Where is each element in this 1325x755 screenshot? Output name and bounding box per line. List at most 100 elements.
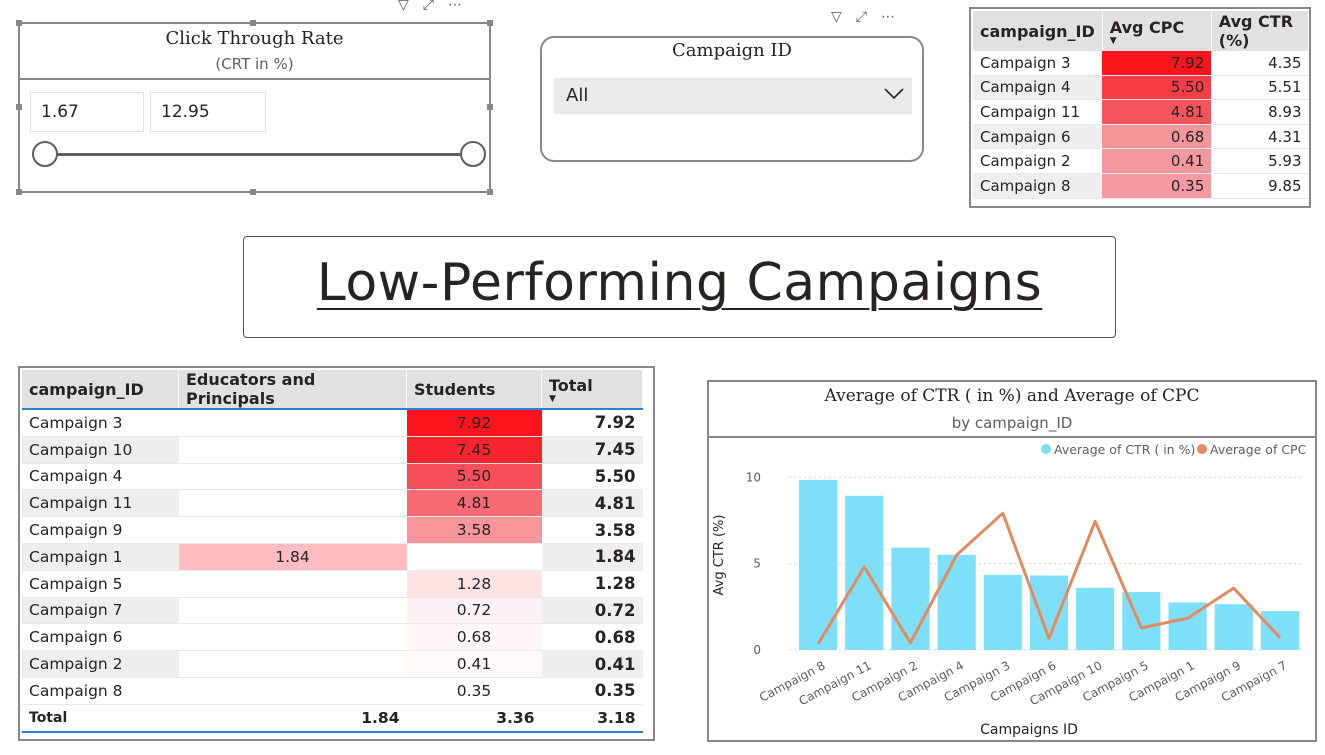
cell-campaign-id: Campaign 9	[22, 516, 179, 544]
filter-icon[interactable]: ▽	[398, 0, 409, 13]
resize-handle[interactable]	[250, 20, 256, 26]
resize-handle[interactable]	[16, 189, 22, 195]
cell-educators	[178, 463, 407, 491]
cell-total: 5.50	[541, 463, 643, 491]
more-options-icon[interactable]: ⋯	[880, 9, 895, 25]
total-label: Total	[22, 703, 179, 733]
campaign-dropdown[interactable]: All	[554, 78, 912, 114]
bar	[1214, 604, 1253, 650]
table-row[interactable]: Campaign 3 7.92 4.35	[973, 51, 1309, 76]
cell-campaign-id: Campaign 2	[22, 650, 179, 678]
column-header-students[interactable]: Students	[406, 370, 542, 410]
cell-avg-cpc: 4.81	[1102, 99, 1212, 125]
cell-avg-ctr: 5.93	[1211, 148, 1309, 174]
table-row[interactable]: Campaign 9 3.58 3.58	[22, 516, 643, 544]
legend-marker	[1041, 444, 1051, 454]
campaign-matrix-table: campaign_ID Educators and Principals Stu…	[18, 366, 655, 741]
cell-educators	[178, 570, 407, 598]
cell-campaign-id: Campaign 4	[22, 463, 179, 491]
focus-mode-icon[interactable]: ⤢	[422, 0, 434, 13]
table-row[interactable]: Campaign 4 5.50 5.50	[22, 463, 643, 491]
cell-educators: 1.84	[178, 543, 407, 571]
column-header-total[interactable]: Total ▼	[541, 370, 643, 410]
resize-handle[interactable]	[16, 104, 22, 110]
cell-educators	[178, 677, 407, 705]
y-tick-label: 10	[746, 470, 761, 484]
cell-students: 0.41	[406, 650, 542, 678]
cell-students: 0.68	[406, 623, 542, 652]
cell-total: 0.41	[541, 650, 643, 678]
cell-campaign-id: Campaign 8	[973, 173, 1103, 199]
slicer-divider	[20, 78, 489, 80]
campaign-cpc-ctr-table: campaign_ID Avg CPC ▼ Avg CTR (%) Campai…	[969, 7, 1311, 208]
cell-campaign-id: Campaign 8	[22, 677, 179, 705]
table-row[interactable]: Campaign 2 0.41 0.41	[22, 650, 643, 678]
table-row[interactable]: Campaign 3 7.92 7.92	[22, 409, 643, 437]
cell-total: 1.84	[541, 543, 643, 571]
table-row[interactable]: Campaign 5 1.28 1.28	[22, 570, 643, 598]
cell-students: 1.28	[406, 570, 542, 598]
table-row[interactable]: Campaign 6 0.68 0.68	[22, 623, 643, 652]
cell-total: 7.45	[541, 436, 643, 464]
slicer-campaign-id[interactable]: Campaign ID All	[540, 36, 924, 162]
resize-handle[interactable]	[250, 189, 256, 195]
table-row[interactable]: Campaign 8 0.35 9.85	[973, 173, 1309, 199]
total-educators: 1.84	[178, 703, 407, 733]
more-options-icon[interactable]: ⋯	[447, 0, 462, 13]
dropdown-selected-value: All	[566, 85, 589, 106]
table-row[interactable]: Campaign 11 4.81 8.93	[973, 99, 1309, 125]
column-header-educators[interactable]: Educators and Principals	[178, 370, 407, 410]
table-row[interactable]: Campaign 8 0.35 0.35	[22, 677, 643, 705]
min-value-input[interactable]: 1.67	[30, 92, 144, 132]
column-header-campaign-id[interactable]: campaign_ID	[973, 11, 1103, 51]
column-header-label: Total	[549, 375, 593, 395]
cell-campaign-id: Campaign 5	[22, 570, 179, 598]
table-row[interactable]: Campaign 2 0.41 5.93	[973, 148, 1309, 174]
slicer-ctr-header-icons: ▽ ⤢ ⋯	[398, 0, 462, 12]
table-row[interactable]: Campaign 10 7.45 7.45	[22, 436, 643, 464]
cell-total: 0.72	[541, 597, 643, 625]
chart-subtitle: by campaign_ID	[951, 414, 1073, 432]
cell-students: 7.45	[406, 436, 542, 464]
cell-campaign-id: Campaign 3	[973, 51, 1103, 76]
cell-students	[406, 543, 542, 571]
chevron-down-icon	[884, 88, 904, 100]
focus-mode-icon[interactable]: ⤢	[855, 9, 867, 25]
cell-avg-cpc: 5.50	[1102, 75, 1212, 101]
cell-avg-cpc: 0.68	[1102, 124, 1212, 150]
slicer-click-through-rate[interactable]: Click Through Rate (CRT in %) 1.67 12.95	[16, 20, 493, 195]
table-row[interactable]: Campaign 7 0.72 0.72	[22, 597, 643, 625]
bar	[1260, 611, 1299, 650]
table-row[interactable]: Campaign 4 5.50 5.51	[973, 75, 1309, 101]
cell-educators	[178, 650, 407, 678]
cell-educators	[178, 436, 407, 464]
resize-handle[interactable]	[487, 104, 493, 110]
cell-campaign-id: Campaign 11	[973, 99, 1103, 125]
slicer-title: Campaign ID	[672, 40, 792, 61]
table-row[interactable]: Campaign 6 0.68 4.31	[973, 124, 1309, 150]
column-header-avg-ctr[interactable]: Avg CTR (%)	[1211, 11, 1310, 51]
cell-students: 7.92	[406, 409, 542, 437]
cell-total: 0.68	[541, 623, 643, 652]
resize-handle[interactable]	[487, 20, 493, 26]
max-value-input[interactable]: 12.95	[150, 92, 266, 132]
grand-total: 3.18	[541, 703, 643, 733]
title-banner: Low-Performing Campaigns	[243, 236, 1116, 338]
bar	[1076, 587, 1115, 650]
table-row[interactable]: Campaign 11 4.81 4.81	[22, 489, 643, 518]
column-header-avg-cpc[interactable]: Avg CPC ▼	[1102, 11, 1212, 51]
cell-avg-ctr: 8.93	[1211, 99, 1309, 125]
resize-handle[interactable]	[16, 20, 22, 26]
table-row[interactable]: Campaign 1 1.84 1.84	[22, 543, 643, 571]
filter-icon[interactable]: ▽	[831, 9, 842, 25]
range-slider-min-handle[interactable]	[32, 141, 58, 167]
resize-handle[interactable]	[487, 189, 493, 195]
cell-total: 4.81	[541, 489, 643, 518]
page-title: Low-Performing Campaigns	[316, 253, 1043, 313]
cell-campaign-id: Campaign 7	[22, 597, 179, 625]
range-slider-max-handle[interactable]	[460, 141, 486, 167]
range-slider-track[interactable]	[44, 153, 472, 156]
column-header-campaign-id[interactable]: campaign_ID	[22, 370, 179, 410]
bar	[891, 547, 930, 650]
